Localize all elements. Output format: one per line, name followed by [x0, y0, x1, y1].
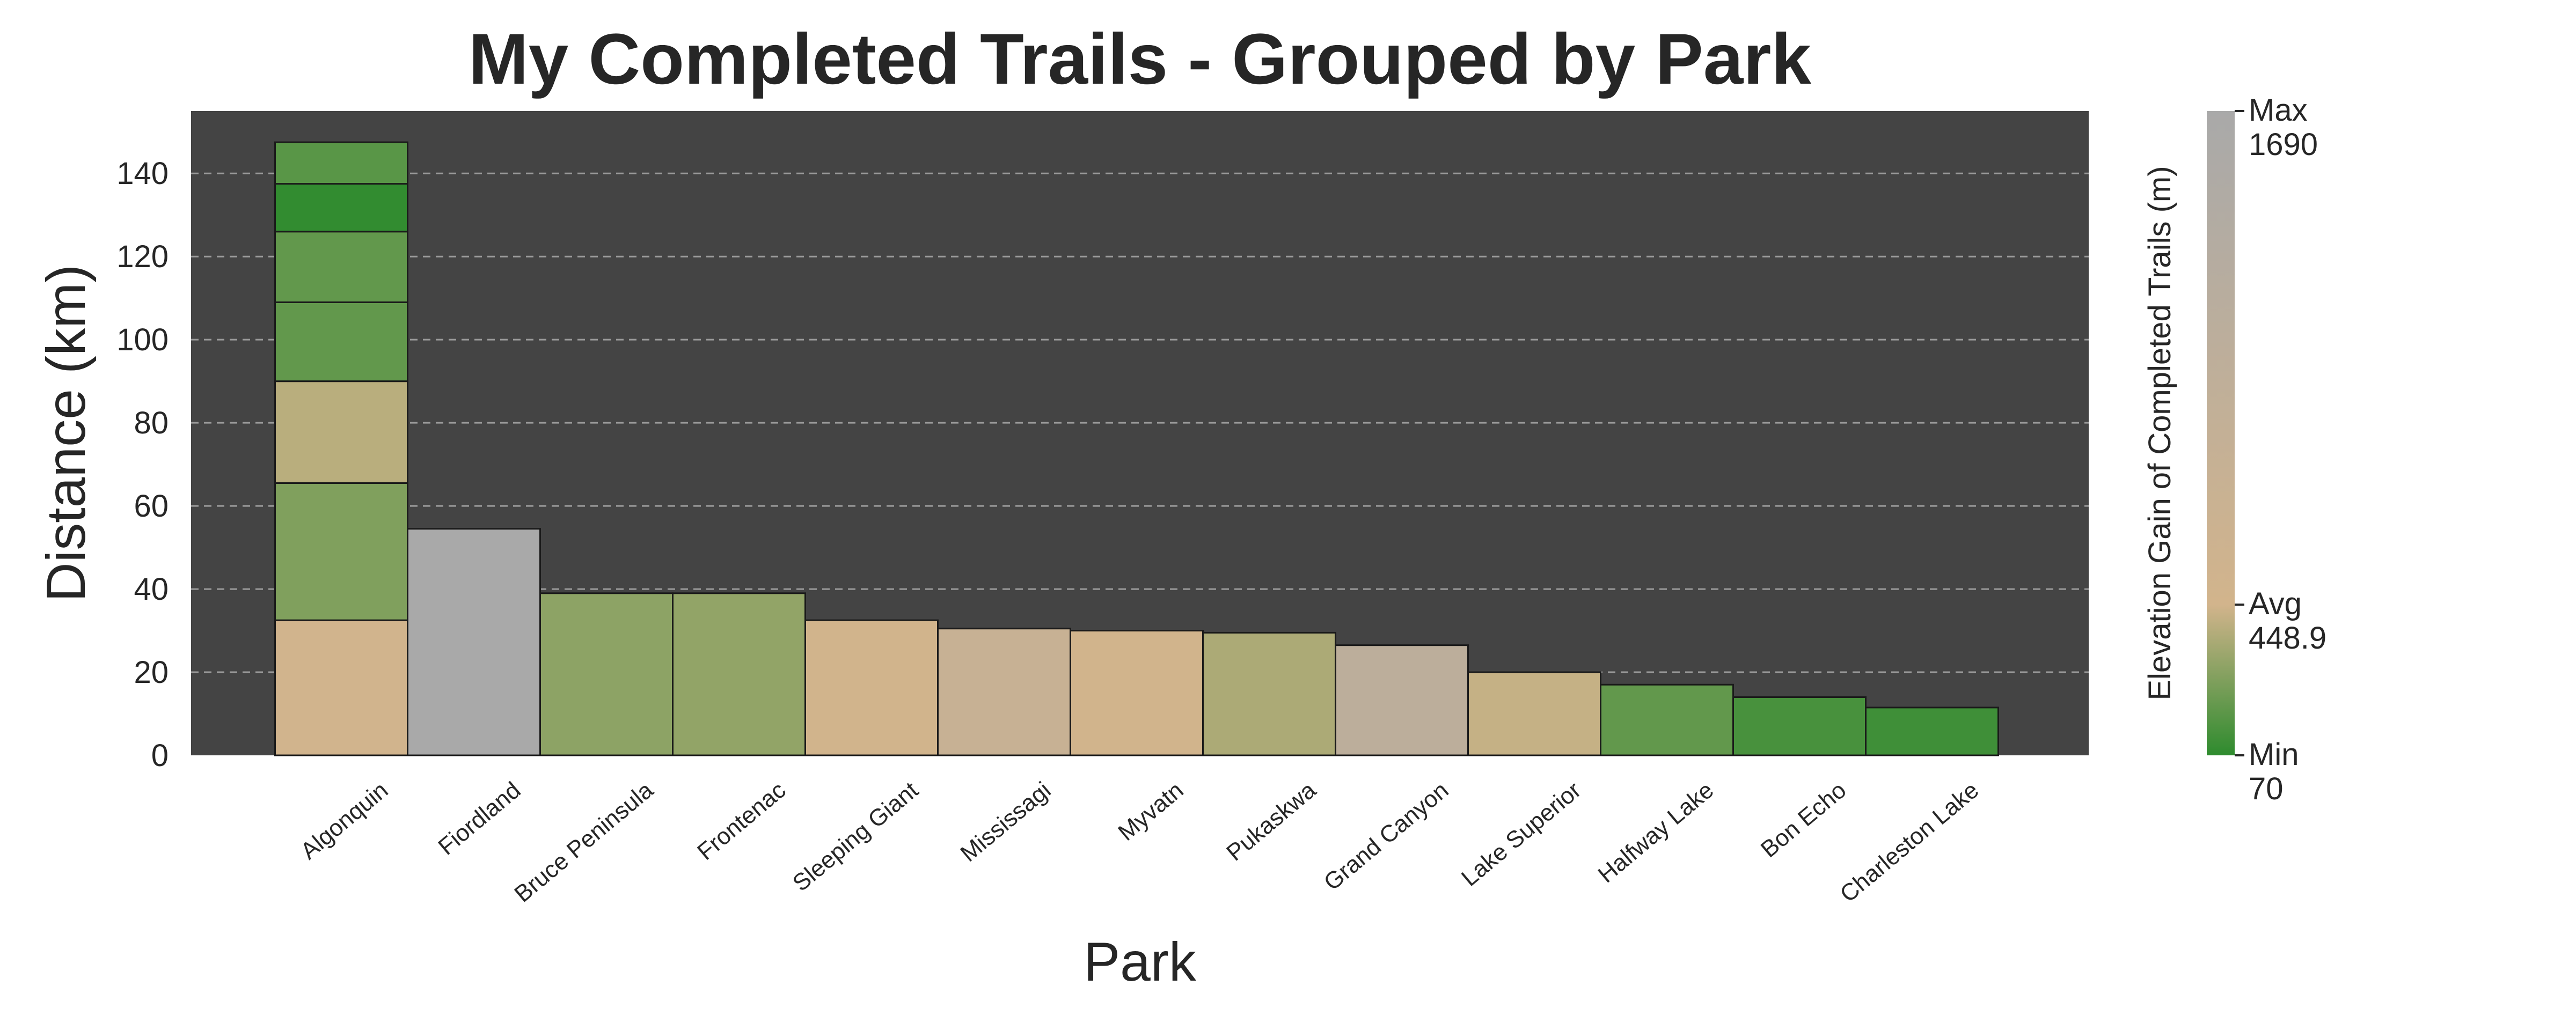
bar-segment [407, 528, 541, 756]
bar-segment [274, 482, 408, 621]
x-axis-title: Park [1084, 931, 1197, 992]
colorbar-gradient [2207, 111, 2235, 755]
bar-segment [274, 619, 408, 756]
y-tick-label: 120 [116, 239, 169, 274]
colorbar-min-label: Min [2249, 737, 2299, 772]
bar-segment [1467, 671, 1601, 756]
bar-segment [274, 380, 408, 484]
x-tick-label: Algonquin [296, 777, 393, 864]
x-tick-label: Mississagi [955, 777, 1056, 867]
x-tick-label: Bon Echo [1756, 777, 1851, 863]
bar-segment [274, 301, 408, 382]
colorbar-title: Elevation Gain of Completed Trails (m) [2142, 166, 2177, 700]
x-tick-label: Sleeping Giant [788, 777, 924, 896]
x-tick-label: Bruce Peninsula [509, 777, 658, 908]
x-tick-label: Charleston Lake [1835, 777, 1984, 907]
y-axis-title: Distance (km) [35, 264, 97, 602]
chart-title: My Completed Trails - Grouped by Park [469, 19, 1811, 99]
y-tick-label: 20 [134, 655, 169, 690]
y-tick-label: 80 [134, 406, 169, 440]
bar-segment [539, 592, 674, 756]
colorbar-avg-value: 448.9 [2249, 621, 2326, 656]
bar-segment [1865, 707, 1999, 756]
x-tick-label: Halfway Lake [1593, 777, 1719, 888]
bar-segment [274, 141, 408, 185]
bar-segment [1202, 631, 1336, 756]
x-tick-label: Frontenac [692, 777, 791, 865]
bar-segment [1070, 630, 1204, 756]
y-axis-ticks: 0 20 40 60 80 100 120 140 [116, 156, 169, 773]
bar-segment [1732, 696, 1867, 756]
y-tick-label: 60 [134, 489, 169, 524]
bar-segment [1335, 644, 1469, 756]
colorbar-min-value: 70 [2249, 771, 2284, 806]
bar-segment [1600, 683, 1734, 756]
colorbar-avg-label: Avg [2249, 586, 2302, 621]
bar-segment [937, 628, 1071, 756]
x-tick-label: Myvatn [1113, 777, 1188, 846]
colorbar: Elevation Gain of Completed Trails (m) M… [2142, 93, 2326, 806]
x-tick-label: Pukaskwa [1221, 777, 1321, 866]
x-tick-label: Grand Canyon [1319, 777, 1454, 895]
y-tick-label: 0 [151, 738, 169, 773]
bar-segment [274, 183, 408, 233]
bar-segment [804, 619, 939, 756]
y-tick-label: 40 [134, 572, 169, 607]
x-tick-label: Fiordland [433, 777, 525, 860]
y-tick-label: 100 [116, 322, 169, 357]
bars [274, 141, 1999, 756]
bar-segment [672, 592, 806, 756]
x-tick-label: Lake Superior [1457, 777, 1586, 892]
y-tick-label: 140 [116, 156, 169, 191]
colorbar-max-value: 1690 [2249, 127, 2318, 162]
colorbar-max-label: Max [2249, 93, 2308, 128]
bar-segment [274, 231, 408, 303]
